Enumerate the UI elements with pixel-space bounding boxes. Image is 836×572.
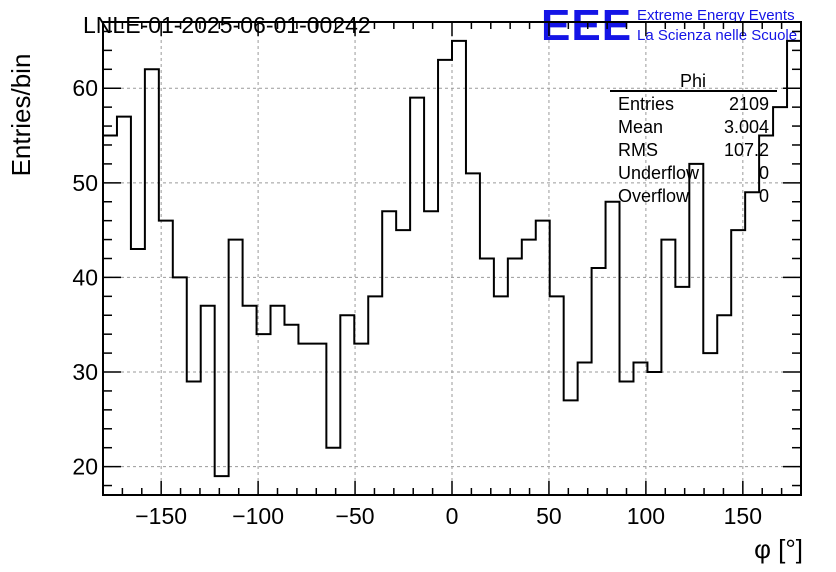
x-tick-label: −50	[336, 503, 375, 529]
x-tick-label: 0	[446, 503, 459, 529]
y-tick-label: 60	[72, 75, 98, 101]
axis-ticks	[102, 22, 802, 495]
y-tick-label: 30	[72, 359, 98, 385]
stats-label: Underflow	[618, 163, 700, 183]
logo-line-1: Extreme Energy Events	[637, 7, 795, 24]
y-tick-label: 50	[72, 170, 98, 196]
y-tick-labels: 20 30 40 50 60	[72, 75, 98, 479]
eee-logo: EEE Extreme Energy Events La Scienza nel…	[541, 1, 797, 50]
histogram-outline	[103, 39, 801, 478]
stats-value: 0	[759, 163, 769, 183]
stats-value: 0	[759, 186, 769, 206]
x-axis-title: φ [°]	[754, 534, 803, 564]
stats-title: Phi	[680, 71, 706, 91]
x-tick-label: −150	[135, 503, 187, 529]
stats-value: 3.004	[724, 117, 769, 137]
stats-value: 107.2	[724, 140, 769, 160]
stats-label: RMS	[618, 140, 658, 160]
stats-label: Mean	[618, 117, 663, 137]
y-axis-title: Entries/bin	[6, 54, 36, 177]
chart-title: LNLE-01-2025-06-01-00242	[83, 12, 371, 38]
x-tick-label: 150	[724, 503, 762, 529]
stats-value: 2109	[729, 94, 769, 114]
x-tick-label: 100	[627, 503, 665, 529]
logo-mark: EEE	[541, 1, 632, 50]
x-tick-label: 50	[536, 503, 562, 529]
y-tick-label: 40	[72, 264, 98, 290]
logo-line-2: La Scienza nelle Scuole	[637, 27, 797, 44]
stats-rows: Entries 2109 Mean 3.004 RMS 107.2 Underflow 0 Ov…	[618, 94, 769, 206]
stats-label: Entries	[618, 94, 674, 114]
stats-box: Phi Entries 2109 Mean 3.004 RMS 107.2 Underflo…	[610, 71, 777, 206]
stats-label: Overflow	[618, 186, 690, 206]
x-tick-label: −100	[232, 503, 284, 529]
grid	[103, 22, 801, 495]
y-tick-label: 20	[72, 454, 98, 480]
x-tick-labels: −150 −100 −50 0 50 100 150	[135, 503, 762, 529]
